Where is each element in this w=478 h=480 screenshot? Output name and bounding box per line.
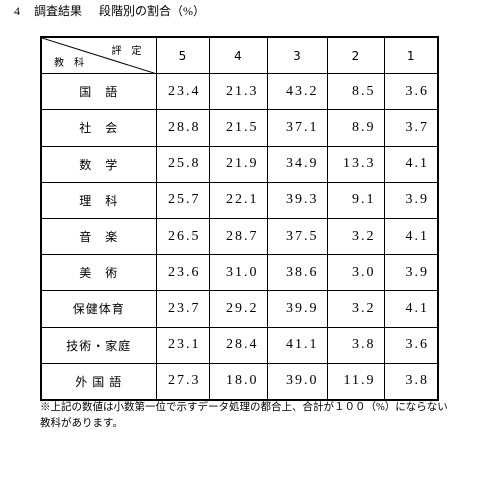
value-cell: 37.5: [266, 217, 328, 256]
value-cell: 27.3: [155, 362, 210, 401]
value-cell: 11.9: [326, 362, 385, 401]
subject-cell: 国 語: [40, 73, 157, 111]
value-cell: 39.3: [266, 181, 328, 219]
subject-cell: 数 学: [40, 145, 157, 183]
table-row: 社 会 28.8 21.5 37.1 8.9 3.7: [40, 109, 439, 147]
footnote: ※上記の数値は小数第一位で示すデータ処理の都合上、合計が１００（%）にならない教…: [40, 400, 448, 432]
column-header: 2: [326, 36, 385, 75]
value-cell: 43.2: [266, 73, 328, 111]
value-cell: 13.3: [326, 145, 385, 183]
diagonal: [42, 38, 157, 74]
corner-cell: 評 定 教 科: [40, 36, 157, 75]
value-cell: 22.1: [208, 181, 268, 219]
subject-cell: 保健体育: [40, 290, 157, 328]
value-cell: 28.8: [155, 109, 210, 147]
value-cell: 26.5: [155, 217, 210, 256]
heading-section: 調査結果: [34, 4, 83, 18]
subject-cell: 技術・家庭: [40, 326, 157, 364]
value-cell: 4.1: [383, 290, 439, 328]
value-cell: 23.6: [155, 254, 210, 292]
value-cell: 4.1: [383, 217, 439, 256]
value-cell: 29.2: [208, 290, 268, 328]
value-cell: 23.1: [155, 326, 210, 364]
heading-number: 4: [14, 4, 20, 18]
subject-cell: 社 会: [40, 109, 157, 147]
value-cell: 39.0: [266, 362, 328, 401]
table-row: 理 科 25.7 22.1 39.3 9.1 3.9: [40, 181, 439, 219]
value-cell: 34.9: [266, 145, 328, 183]
value-cell: 3.9: [383, 254, 439, 292]
table-row: 美 術 23.6 31.0 38.6 3.0 3.9: [40, 254, 439, 292]
value-cell: 8.9: [326, 109, 385, 147]
value-cell: 8.5: [326, 73, 385, 111]
value-cell: 39.9: [266, 290, 328, 328]
heading-title: 段階別の割合（%）: [99, 4, 206, 18]
value-cell: 3.6: [383, 73, 439, 111]
value-cell: 31.0: [208, 254, 268, 292]
value-cell: 41.1: [266, 326, 328, 364]
value-cell: 3.9: [383, 181, 439, 219]
table-row: 数 学 25.8 21.9 34.9 13.3 4.1: [40, 145, 439, 183]
value-cell: 18.0: [208, 362, 268, 401]
table-row: 音 楽 26.5 28.7 37.5 3.2 4.1: [40, 217, 439, 256]
value-cell: 38.6: [266, 254, 328, 292]
value-cell: 28.4: [208, 326, 268, 364]
value-cell: 21.3: [208, 73, 268, 111]
heading: 4 調査結果 段階別の割合（%）: [14, 2, 219, 19]
subject-cell: 外 国 語: [40, 362, 157, 401]
value-cell: 21.9: [208, 145, 268, 183]
value-cell: 28.7: [208, 217, 268, 256]
column-header: 3: [266, 36, 328, 75]
value-cell: 3.7: [383, 109, 439, 147]
column-header: 4: [208, 36, 268, 75]
value-cell: 21.5: [208, 109, 268, 147]
table-row: 保健体育 23.7 29.2 39.9 3.2 4.1: [40, 290, 439, 328]
value-cell: 3.2: [326, 290, 385, 328]
subject-cell: 理 科: [40, 181, 157, 219]
value-cell: 9.1: [326, 181, 385, 219]
corner-top: 評 定: [111, 46, 142, 57]
column-header: 5: [155, 36, 210, 75]
subject-cell: 音 楽: [40, 217, 157, 256]
value-cell: 25.7: [155, 181, 210, 219]
footnote-line: 教科があります。: [40, 418, 123, 429]
table-row: 国 語 23.4 21.3 43.2 8.5 3.6: [40, 73, 439, 111]
value-cell: 3.2: [326, 217, 385, 256]
value-cell: 37.1: [266, 109, 328, 147]
value-cell: 3.6: [383, 326, 439, 364]
column-header: 1: [383, 36, 439, 75]
corner-bottom: 教 科: [54, 58, 84, 70]
footnote-line: ※上記の数値は小数第一位で示すデータ処理の都合上、合計が１００（%）にならない: [40, 402, 448, 413]
value-cell: 3.8: [383, 362, 439, 401]
table-row: 外 国 語 27.3 18.0 39.0 11.9 3.8: [40, 362, 439, 401]
table-row: 技術・家庭 23.1 28.4 41.1 3.8 3.6: [40, 326, 439, 364]
value-cell: 23.7: [155, 290, 210, 328]
value-cell: 25.8: [155, 145, 210, 183]
value-cell: 3.8: [326, 326, 385, 364]
value-cell: 23.4: [155, 73, 210, 111]
subject-cell: 美 術: [40, 254, 157, 292]
value-cell: 4.1: [383, 145, 439, 183]
value-cell: 3.0: [326, 254, 385, 292]
